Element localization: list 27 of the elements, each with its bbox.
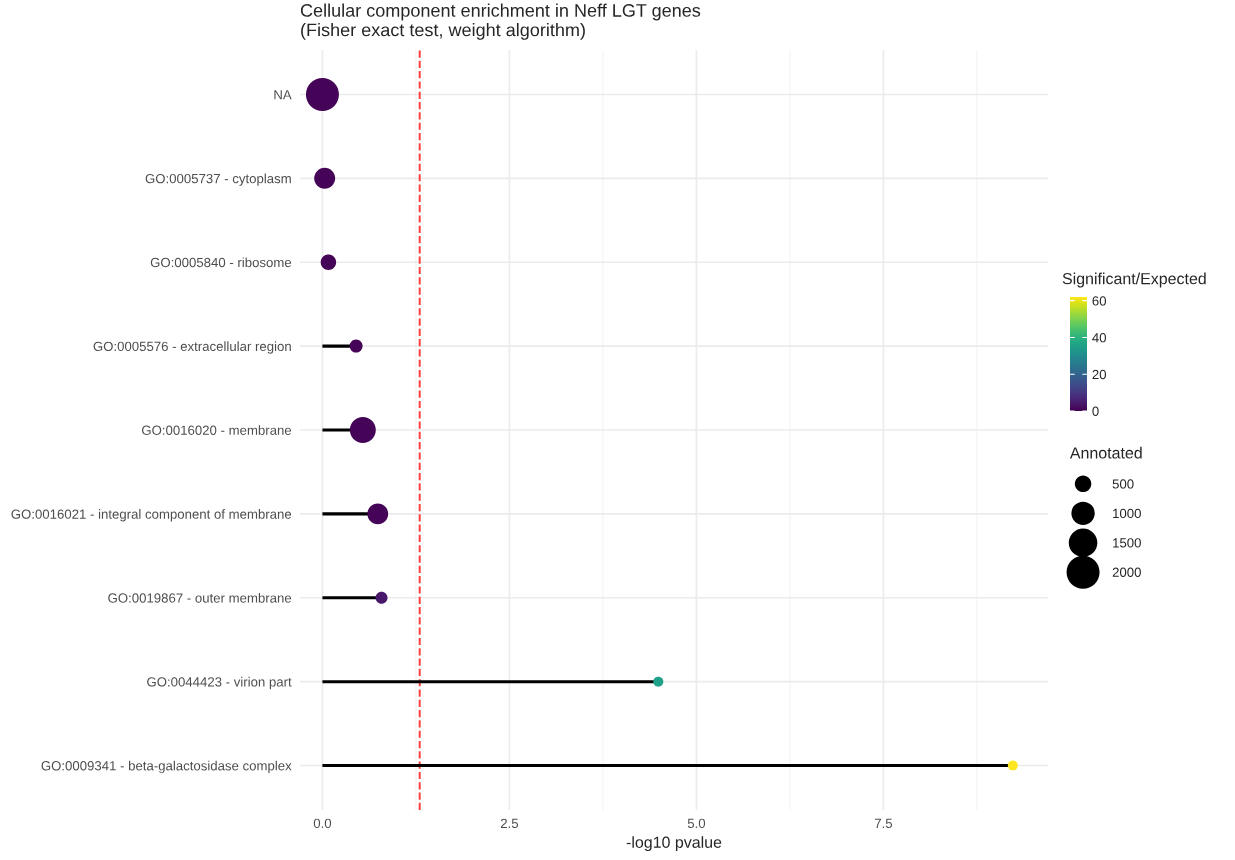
x-tick-label: 5.0: [687, 818, 706, 829]
legend-label: 2000: [1112, 567, 1141, 577]
color-bar-label: 20: [1092, 369, 1107, 380]
y-tick-label: GO:0016020 - membrane: [141, 425, 292, 435]
chart-title: Cellular component enrichment in Neff LGT genes (Fisher exact test, weight algorithm): [300, 3, 701, 40]
y-tick-label: GO:0005840 - ribosome: [150, 257, 292, 268]
legend-label: 1000: [1113, 508, 1141, 519]
y-tick-label: NA: [274, 90, 292, 100]
color-bar-label: 40: [1092, 333, 1107, 343]
point: [349, 339, 363, 353]
color-bar-label: 60: [1092, 296, 1107, 306]
x-tick-label: 7.5: [874, 818, 893, 829]
y-tick-label: GO:0019867 - outer membrane: [108, 592, 292, 603]
y-tick-label: GO:0005576 - extracellular region: [93, 341, 291, 354]
legend-title: Annotated: [1069, 446, 1142, 459]
y-tick-label: GO:0009341 - beta-galactosidase complex: [41, 760, 292, 774]
legend-label: 1500: [1113, 538, 1141, 548]
x-tick-label: 0.0: [313, 818, 332, 829]
color-bar-title: Significant/Expected: [1062, 272, 1206, 288]
y-tick-label: GO:0044423 - virion part: [147, 676, 292, 690]
point: [320, 254, 337, 270]
color-bar-label: 0: [1092, 406, 1099, 416]
y-tick-label: GO:0005737 - cytoplasm: [145, 173, 291, 186]
legend-label: 500: [1112, 479, 1134, 489]
x-tick-label: 2.5: [500, 818, 519, 829]
x-axis-title: -log10 pvalue: [626, 836, 722, 852]
y-tick-label: GO:0016021 - integral component of membrane: [11, 509, 292, 522]
